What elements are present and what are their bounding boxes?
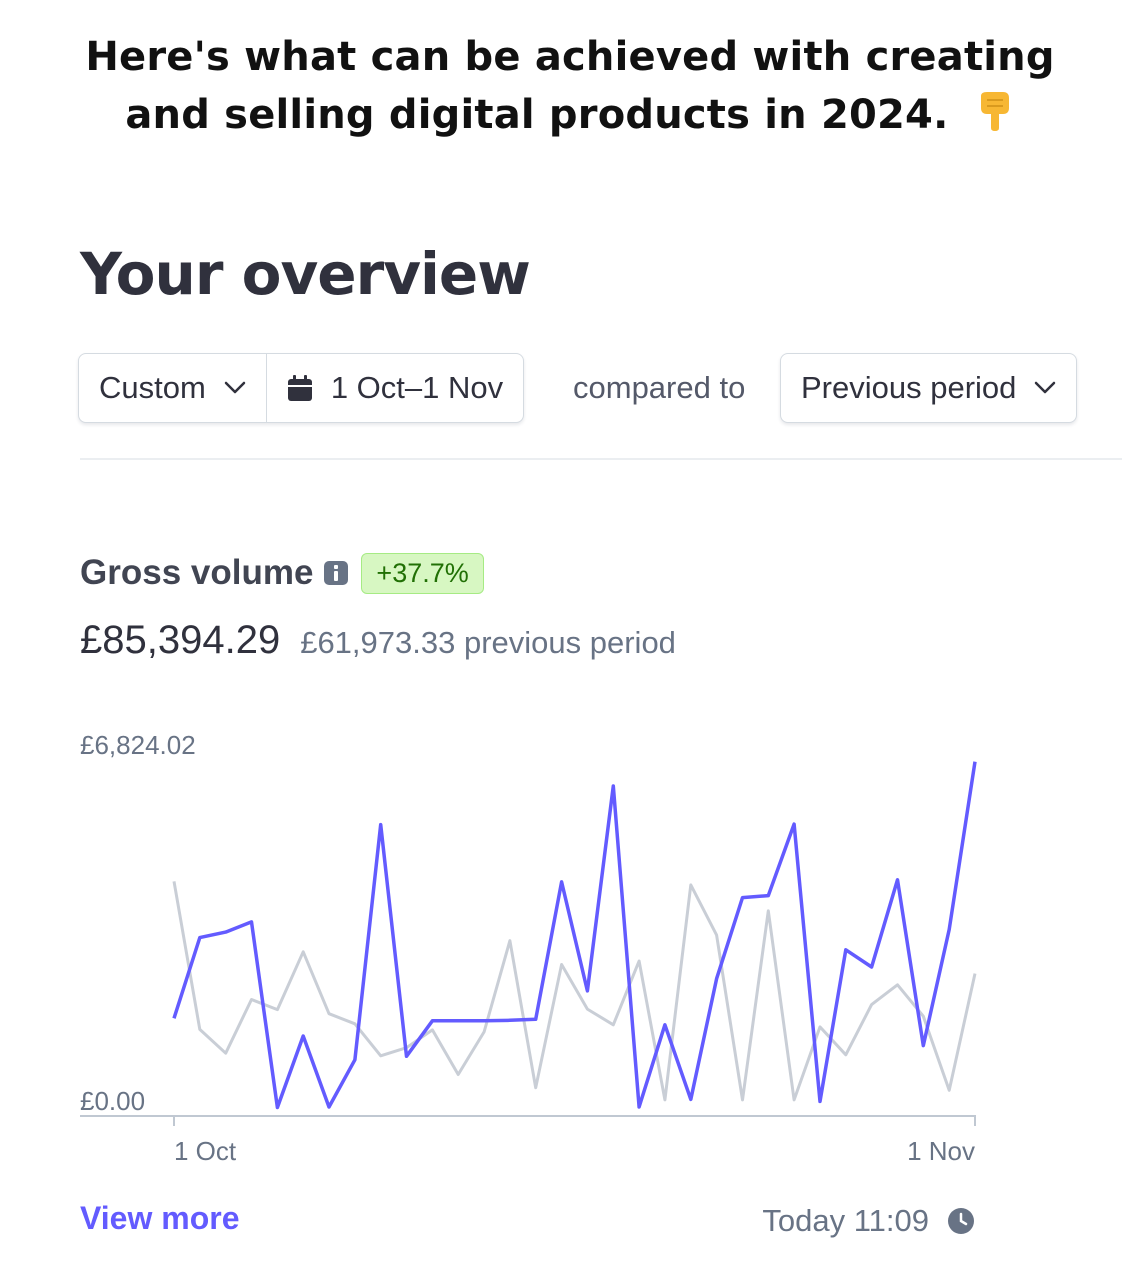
last-updated-text: Today 11:09: [762, 1203, 929, 1238]
headline-line-1: Here's what can be achieved with creatin…: [85, 34, 1055, 80]
compared-to-label: compared to: [573, 370, 746, 405]
metric-values: £85,394.29 £61,973.33 previous period: [80, 618, 676, 663]
gross-volume-chart: £6,824.02 £0.00 1 Oct 1 Nov: [80, 730, 977, 1166]
headline-line-2: and selling digital products in 2024.: [40, 86, 1100, 144]
range-type-label: Custom: [99, 370, 206, 405]
comparison-select[interactable]: Previous period: [780, 353, 1078, 423]
x-end-label: 1 Nov: [907, 1136, 975, 1166]
date-filter-group: Custom 1 Oct–1 Nov: [78, 353, 525, 423]
last-updated: Today 11:09: [762, 1203, 975, 1239]
calendar-icon: [287, 375, 312, 401]
x-start-label: 1 Oct: [174, 1136, 237, 1166]
section-divider: [80, 458, 1122, 460]
chevron-down-icon: [224, 381, 246, 394]
clock-icon: [948, 1208, 974, 1234]
date-range-picker[interactable]: 1 Oct–1 Nov: [265, 354, 523, 422]
change-badge: +37.7%: [361, 552, 484, 594]
headline-line-2-text: and selling digital products in 2024.: [125, 92, 949, 138]
range-type-select[interactable]: Custom: [79, 354, 266, 422]
current-value: £85,394.29: [80, 618, 281, 662]
metric-title: Gross volume: [80, 553, 314, 592]
page-title: Your overview: [80, 240, 531, 308]
view-more-link[interactable]: View more: [80, 1200, 240, 1236]
metric-header: Gross volume +37.7%: [80, 550, 484, 596]
pointing-down-hand-icon: [980, 92, 1009, 131]
y-min-label: £0.00: [80, 1086, 145, 1116]
chevron-down-icon: [1035, 381, 1056, 394]
series-line-current-period: [172, 761, 977, 1110]
previous-value: £61,973.33 previous period: [300, 625, 676, 660]
series-line-previous-period: [172, 881, 977, 1102]
info-icon[interactable]: [323, 560, 349, 586]
headline: Here's what can be achieved with creatin…: [40, 28, 1100, 144]
y-max-label: £6,824.02: [80, 730, 196, 760]
date-range-label: 1 Oct–1 Nov: [330, 370, 504, 405]
comparison-label: Previous period: [801, 370, 1017, 405]
